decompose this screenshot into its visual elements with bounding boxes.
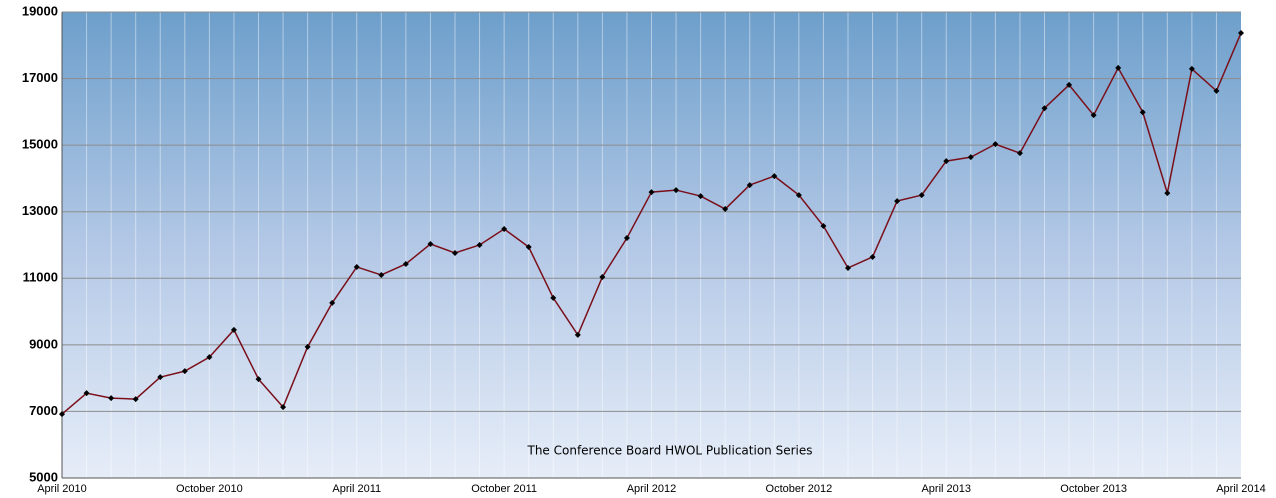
data-point bbox=[820, 223, 827, 230]
data-point bbox=[59, 411, 65, 418]
x-tick-label: October 2010 bbox=[176, 483, 243, 495]
data-point bbox=[574, 331, 581, 338]
annotation: The Conference Board HWOL Publication Se… bbox=[526, 444, 812, 458]
data-point bbox=[1090, 112, 1097, 119]
y-tick-label: 11000 bbox=[23, 270, 58, 285]
data-point bbox=[402, 260, 409, 267]
x-tick-label: April 2010 bbox=[37, 483, 87, 495]
data-point bbox=[869, 253, 876, 260]
data-point bbox=[157, 374, 164, 381]
data-point bbox=[280, 404, 287, 411]
data-point bbox=[845, 264, 851, 271]
data-point bbox=[353, 263, 360, 270]
data-point bbox=[673, 187, 680, 194]
data-point bbox=[108, 395, 115, 402]
y-tick-label: 13000 bbox=[22, 203, 58, 218]
data-point bbox=[1016, 150, 1023, 157]
x-tick-label: October 2012 bbox=[766, 483, 833, 495]
data-point bbox=[1238, 29, 1244, 36]
data-point bbox=[525, 243, 532, 250]
y-tick-label: 19000 bbox=[22, 3, 58, 18]
x-tick-label: April 2011 bbox=[332, 483, 381, 495]
data-point bbox=[599, 273, 606, 280]
y-tick-label: 7000 bbox=[29, 403, 58, 418]
y-tick-label: 15000 bbox=[22, 137, 58, 152]
data-point bbox=[255, 376, 262, 383]
data-point bbox=[550, 294, 557, 301]
data-point bbox=[623, 235, 630, 242]
plot-area bbox=[62, 12, 1241, 478]
data-point bbox=[894, 198, 901, 205]
data-point bbox=[992, 141, 999, 148]
data-point bbox=[378, 271, 385, 278]
data-point bbox=[943, 158, 950, 165]
x-tick-label: April 2013 bbox=[921, 483, 971, 495]
data-point bbox=[1213, 87, 1220, 94]
data-point bbox=[1066, 81, 1073, 88]
data-point bbox=[918, 192, 925, 199]
data-point bbox=[1115, 64, 1122, 71]
data-point bbox=[1188, 65, 1195, 72]
y-tick-label: 17000 bbox=[22, 70, 58, 85]
data-point bbox=[476, 242, 483, 248]
data-point bbox=[1164, 190, 1171, 197]
data-point bbox=[967, 154, 974, 161]
data-point bbox=[1139, 109, 1146, 116]
data-point bbox=[501, 226, 508, 233]
x-tick-label: April 2012 bbox=[627, 483, 677, 495]
data-point bbox=[795, 192, 802, 199]
x-tick-label: October 2011 bbox=[471, 483, 537, 495]
data-point bbox=[329, 299, 336, 306]
data-point bbox=[83, 390, 90, 397]
x-tick-label: October 2013 bbox=[1060, 483, 1127, 495]
y-tick-label: 9000 bbox=[29, 336, 58, 351]
data-point bbox=[722, 206, 729, 213]
data-point bbox=[1041, 105, 1048, 112]
data-point bbox=[771, 173, 778, 180]
data-point bbox=[206, 354, 213, 361]
data-point bbox=[452, 249, 458, 256]
data-point bbox=[697, 193, 704, 200]
data-point bbox=[132, 396, 139, 403]
data-point bbox=[304, 343, 311, 350]
y-tick-label: 5000 bbox=[29, 469, 58, 484]
data-point bbox=[181, 368, 188, 375]
data-point bbox=[746, 182, 753, 189]
data-point bbox=[648, 189, 655, 196]
data-point bbox=[427, 241, 434, 248]
x-tick-label: April 2014 bbox=[1216, 483, 1266, 495]
data-point bbox=[230, 326, 237, 333]
